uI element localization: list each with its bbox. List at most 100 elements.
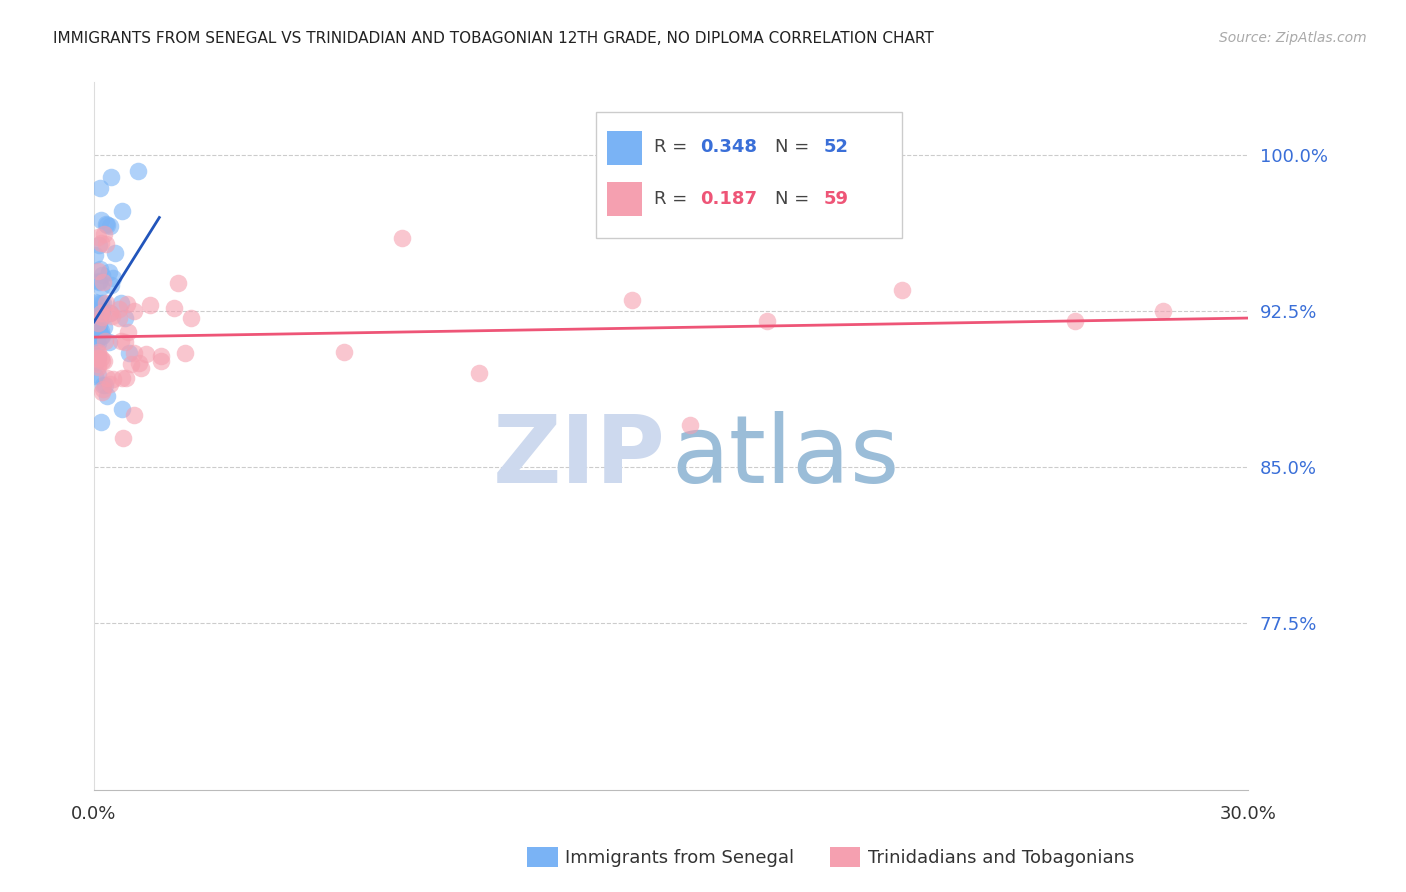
Point bbox=[90, 415, 112, 429]
Point bbox=[101, 271, 124, 285]
Point bbox=[117, 346, 139, 360]
Text: R =: R = bbox=[654, 190, 693, 208]
Point bbox=[90, 296, 112, 310]
FancyBboxPatch shape bbox=[607, 182, 643, 217]
Point bbox=[94, 334, 117, 348]
Point bbox=[84, 295, 107, 310]
Point bbox=[87, 229, 110, 244]
Point bbox=[100, 170, 122, 185]
Point bbox=[114, 310, 136, 325]
Text: R =: R = bbox=[654, 138, 693, 156]
Point bbox=[124, 304, 146, 318]
Point bbox=[467, 366, 489, 380]
Point bbox=[86, 296, 108, 310]
Point bbox=[679, 418, 702, 433]
Point bbox=[150, 349, 173, 363]
Point bbox=[98, 306, 121, 320]
Point bbox=[87, 346, 110, 360]
Point bbox=[90, 268, 112, 282]
Point bbox=[621, 293, 644, 308]
Point bbox=[128, 356, 150, 370]
Point bbox=[90, 384, 112, 399]
Point bbox=[87, 357, 110, 371]
Point bbox=[391, 231, 413, 245]
Point bbox=[173, 346, 195, 360]
Point bbox=[89, 275, 111, 289]
Point bbox=[84, 333, 107, 347]
Point bbox=[129, 361, 152, 376]
Point bbox=[100, 309, 122, 323]
Point bbox=[93, 353, 115, 368]
Text: 0.187: 0.187 bbox=[700, 190, 756, 208]
Point bbox=[87, 351, 110, 366]
Point bbox=[86, 333, 108, 347]
Point bbox=[84, 248, 107, 262]
Point bbox=[94, 296, 117, 310]
Text: 0.348: 0.348 bbox=[700, 138, 756, 156]
Text: 59: 59 bbox=[824, 190, 848, 208]
Point bbox=[117, 297, 139, 311]
Point bbox=[110, 296, 132, 310]
Point bbox=[98, 306, 121, 320]
Point bbox=[90, 329, 112, 343]
Point bbox=[89, 313, 111, 327]
Point bbox=[122, 346, 145, 360]
Point bbox=[86, 321, 108, 335]
Point bbox=[86, 323, 108, 337]
Point bbox=[135, 347, 157, 361]
Point bbox=[1152, 303, 1174, 318]
Point bbox=[89, 274, 111, 288]
Text: N =: N = bbox=[775, 190, 815, 208]
Point bbox=[120, 357, 142, 371]
Point bbox=[90, 305, 112, 319]
Point bbox=[90, 235, 112, 250]
Point bbox=[87, 336, 110, 351]
Point bbox=[96, 237, 118, 252]
Point bbox=[93, 377, 115, 392]
Point bbox=[96, 217, 118, 231]
Point bbox=[96, 371, 118, 385]
Point bbox=[96, 389, 118, 403]
Point bbox=[97, 334, 120, 349]
Point bbox=[87, 351, 110, 365]
Point bbox=[104, 245, 127, 260]
Point bbox=[90, 310, 112, 324]
Point bbox=[108, 302, 131, 317]
Text: Trinidadians and Tobagonians: Trinidadians and Tobagonians bbox=[868, 849, 1133, 867]
Point bbox=[86, 349, 108, 363]
Point bbox=[138, 298, 160, 312]
Point bbox=[93, 320, 115, 334]
Text: atlas: atlas bbox=[671, 411, 900, 503]
Point bbox=[100, 277, 122, 292]
Point bbox=[93, 275, 115, 289]
Point bbox=[93, 227, 115, 241]
Point bbox=[756, 314, 779, 328]
Point bbox=[97, 265, 120, 279]
Point bbox=[87, 316, 110, 330]
Point bbox=[84, 355, 107, 369]
Point bbox=[180, 310, 202, 325]
Point bbox=[166, 276, 188, 290]
Point bbox=[101, 372, 124, 386]
Point bbox=[110, 371, 132, 385]
Text: 52: 52 bbox=[824, 138, 848, 156]
Point bbox=[89, 318, 111, 333]
Point bbox=[890, 283, 912, 297]
Point bbox=[117, 325, 139, 339]
Point bbox=[91, 296, 114, 310]
Point bbox=[98, 219, 121, 233]
Point bbox=[91, 382, 114, 396]
Point bbox=[110, 204, 132, 219]
Point bbox=[89, 180, 111, 194]
Point bbox=[89, 325, 111, 339]
Point bbox=[89, 261, 111, 276]
Point bbox=[87, 264, 110, 278]
Point bbox=[87, 238, 110, 252]
Point bbox=[90, 351, 112, 366]
Point bbox=[150, 353, 173, 368]
Point bbox=[1063, 314, 1085, 328]
Text: ZIP: ZIP bbox=[492, 411, 665, 503]
Point bbox=[114, 335, 136, 350]
Point bbox=[91, 303, 114, 318]
Point bbox=[91, 378, 114, 392]
